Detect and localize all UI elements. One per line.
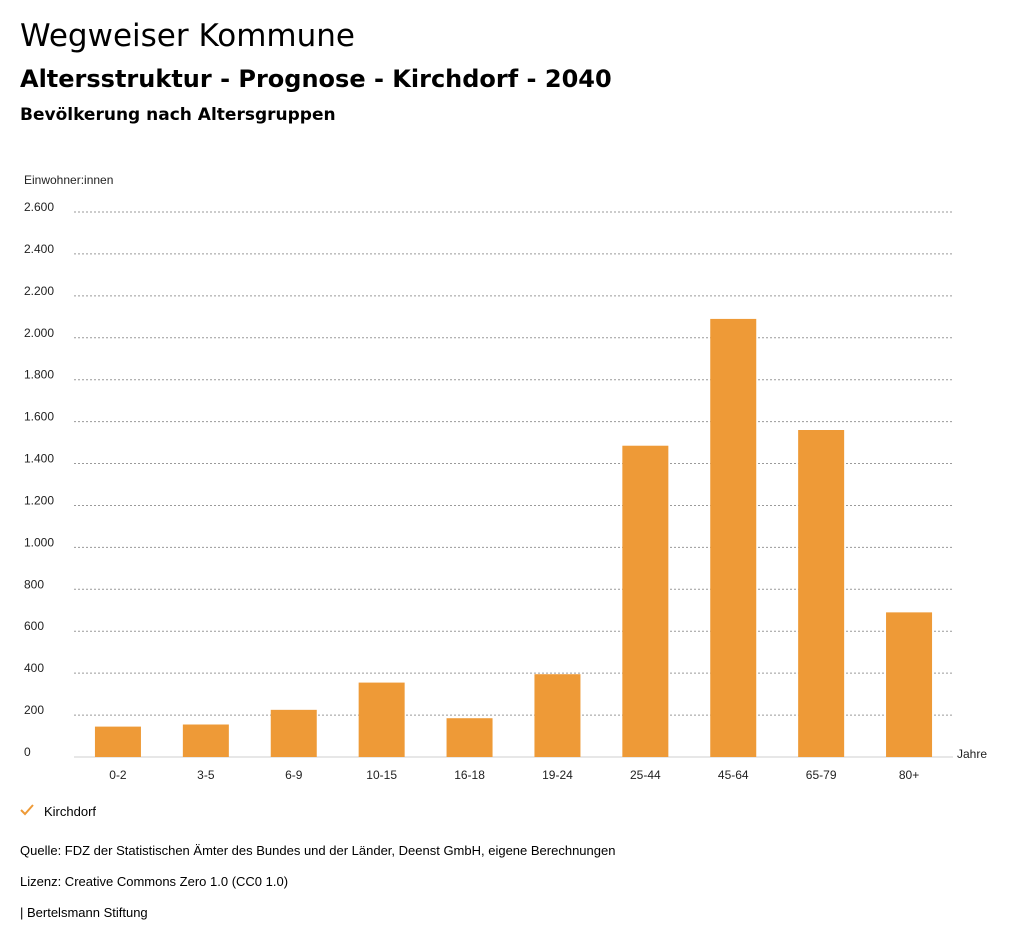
x-tick-label: 10-15 [366, 768, 397, 782]
x-tick-label: 16-18 [454, 768, 485, 782]
y-tick-label: 1.800 [24, 368, 54, 382]
y-tick-label: 200 [24, 703, 44, 717]
bar-0-2[interactable] [94, 726, 141, 757]
x-tick-label: 19-24 [542, 768, 573, 782]
publisher-note: | Bertelsmann Stiftung [20, 905, 148, 920]
y-tick-label: 2.600 [24, 200, 54, 214]
x-tick-label: 25-44 [630, 768, 661, 782]
y-tick-label: 2.400 [24, 242, 54, 256]
x-tick-label: 0-2 [109, 768, 127, 782]
y-tick-label: 800 [24, 577, 44, 591]
x-axis-label: Jahre [957, 747, 987, 761]
bar-19-24[interactable] [534, 674, 581, 757]
x-tick-labels: 0-2 3-5 6-9 10-15 16-18 19-24 25-44 45-64 65-79 8… [109, 768, 919, 782]
y-tick-label: 1.000 [24, 535, 54, 549]
legend-label: Kirchdorf [44, 804, 97, 819]
bar-10-15[interactable] [358, 682, 405, 757]
y-axis-label: Einwohner:innen [24, 173, 113, 187]
y-tick-label: 1.400 [24, 452, 54, 466]
y-tick-label: 1.600 [24, 410, 54, 424]
legend-item-kirchdorf[interactable]: Kirchdorf [20, 803, 96, 820]
page-title: Wegweiser Kommune [20, 18, 355, 54]
y-tick-label: 2.000 [24, 326, 54, 340]
y-tick-label: 400 [24, 661, 44, 675]
bar-chart: Einwohner:innen 0 200 400 600 800 1.000 1.200 1… [24, 173, 987, 782]
bar-65-79[interactable] [798, 430, 845, 757]
bars [94, 318, 933, 757]
x-tick-label: 65-79 [806, 768, 837, 782]
y-tick-label: 2.200 [24, 284, 54, 298]
bar-3-5[interactable] [182, 724, 229, 757]
license-note: Lizenz: Creative Commons Zero 1.0 (CC0 1… [20, 874, 289, 889]
bar-80+[interactable] [886, 612, 933, 757]
bar-16-18[interactable] [446, 718, 493, 757]
page-subtitle: Altersstruktur - Prognose - Kirchdorf - … [20, 65, 612, 93]
y-tick-label: 1.200 [24, 493, 54, 507]
source-note: Quelle: FDZ der Statistischen Ämter des … [20, 843, 616, 858]
bar-45-64[interactable] [710, 318, 757, 757]
x-tick-label: 80+ [899, 768, 919, 782]
y-tick-label: 600 [24, 619, 44, 633]
x-tick-label: 6-9 [285, 768, 303, 782]
y-tick-label: 0 [24, 745, 31, 759]
check-icon [20, 803, 34, 820]
chart-heading: Bevölkerung nach Altersgruppen [20, 105, 336, 125]
bar-6-9[interactable] [270, 709, 317, 757]
x-tick-label: 45-64 [718, 768, 749, 782]
x-tick-label: 3-5 [197, 768, 215, 782]
y-tick-labels: 0 200 400 600 800 1.000 1.200 1.400 1.600 1.800 2.… [24, 200, 54, 759]
bar-25-44[interactable] [622, 445, 669, 757]
